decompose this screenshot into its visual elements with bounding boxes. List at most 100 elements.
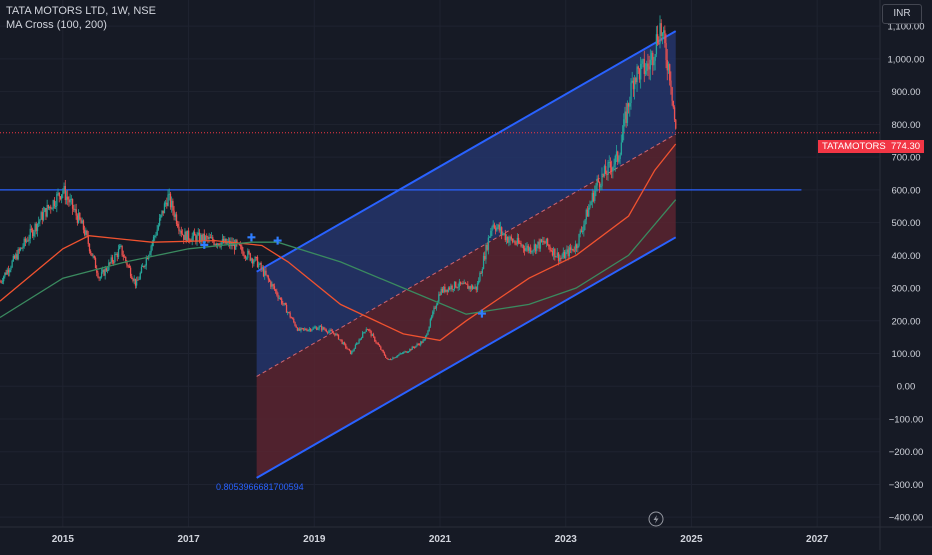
candle-body bbox=[319, 325, 322, 327]
candle-body bbox=[142, 265, 144, 267]
candle-body bbox=[450, 285, 452, 290]
candle-body bbox=[226, 242, 228, 244]
candle-body bbox=[6, 269, 8, 275]
candle-body bbox=[185, 231, 187, 242]
candle-body bbox=[266, 274, 268, 277]
currency-button[interactable]: INR bbox=[882, 4, 922, 24]
candle-body bbox=[496, 227, 498, 231]
candle-body bbox=[195, 235, 197, 242]
candle-body bbox=[129, 267, 132, 277]
candle-body bbox=[25, 240, 28, 242]
candle-body bbox=[45, 208, 47, 217]
candle-body bbox=[208, 237, 210, 240]
candle-body bbox=[539, 239, 542, 249]
candle-body bbox=[250, 258, 253, 261]
candle-body bbox=[353, 348, 355, 351]
candle-body bbox=[137, 279, 139, 281]
candle-body bbox=[584, 219, 586, 225]
x-tick-label: 2021 bbox=[429, 534, 452, 545]
candle-body bbox=[258, 264, 260, 268]
candle-body bbox=[30, 228, 33, 230]
candle-body bbox=[555, 256, 557, 258]
candle-body bbox=[597, 178, 600, 183]
x-tick-label: 2027 bbox=[806, 534, 829, 545]
candle-body bbox=[387, 358, 389, 360]
indicator-label[interactable]: MA Cross (100, 200) bbox=[6, 19, 107, 31]
candle-body bbox=[561, 257, 563, 259]
candle-body bbox=[528, 247, 531, 251]
candle-body bbox=[635, 77, 637, 83]
candle-body bbox=[46, 204, 48, 217]
candle-body bbox=[490, 230, 492, 237]
lightning-bolt-icon[interactable] bbox=[648, 511, 664, 527]
candle-body bbox=[428, 326, 430, 332]
candle-body bbox=[517, 237, 520, 243]
candle-body bbox=[418, 344, 421, 346]
candle-body bbox=[370, 331, 372, 336]
candle-body bbox=[32, 229, 34, 237]
candle-body bbox=[24, 238, 27, 242]
channel-ratio-label: 0.8053966681700594 bbox=[216, 482, 304, 492]
candle-body bbox=[652, 52, 654, 66]
candle-body bbox=[605, 166, 607, 174]
candle-body bbox=[329, 329, 331, 332]
candle-body bbox=[543, 240, 545, 243]
candle-body bbox=[592, 192, 595, 202]
candle-body bbox=[320, 325, 323, 330]
x-tick-label: 2017 bbox=[177, 534, 200, 545]
candle-body bbox=[256, 257, 259, 268]
candle-body bbox=[473, 287, 475, 289]
candle-body bbox=[12, 256, 14, 261]
candle-body bbox=[664, 30, 666, 44]
candle-body bbox=[82, 220, 85, 230]
candle-body bbox=[637, 66, 639, 69]
candle-body bbox=[479, 272, 481, 281]
candle-body bbox=[376, 342, 378, 344]
candle-body bbox=[326, 331, 329, 333]
price-tag-value: 774.30 bbox=[890, 141, 921, 152]
candle-body bbox=[197, 232, 199, 235]
candle-body bbox=[299, 328, 301, 331]
candle-body bbox=[0, 281, 1, 283]
candle-body bbox=[389, 359, 392, 361]
candle-body bbox=[244, 255, 247, 259]
candle-body bbox=[172, 200, 174, 211]
candle-body bbox=[10, 267, 12, 270]
candle-body bbox=[501, 227, 503, 234]
candle-body bbox=[405, 351, 407, 353]
candle-body bbox=[537, 241, 539, 245]
candle-body bbox=[162, 210, 164, 214]
candle-body bbox=[287, 312, 289, 314]
candle-body bbox=[458, 281, 461, 287]
candle-body bbox=[33, 232, 35, 237]
candle-body bbox=[27, 240, 29, 242]
candle-body bbox=[521, 245, 523, 247]
candle-body bbox=[451, 285, 453, 290]
candle-body bbox=[203, 233, 205, 242]
candle-body bbox=[400, 353, 403, 355]
candle-body bbox=[144, 265, 146, 267]
candle-body bbox=[578, 233, 580, 246]
candle-body bbox=[630, 82, 632, 104]
candle-body bbox=[241, 245, 243, 251]
candle-body bbox=[474, 286, 476, 288]
candle-body bbox=[372, 334, 375, 337]
candle-body bbox=[272, 284, 274, 287]
candle-body bbox=[498, 224, 500, 231]
candle-body bbox=[134, 278, 137, 286]
candle-body bbox=[284, 302, 286, 305]
candle-body bbox=[111, 257, 114, 262]
candle-body bbox=[556, 252, 558, 257]
candle-body bbox=[591, 192, 594, 202]
candle-body bbox=[313, 327, 315, 329]
candle-body bbox=[613, 164, 615, 168]
candle-body bbox=[261, 268, 264, 270]
candle-body bbox=[542, 240, 544, 243]
candle-body bbox=[409, 349, 411, 352]
candle-body bbox=[611, 167, 613, 172]
candle-body bbox=[545, 238, 548, 244]
candle-body bbox=[348, 349, 351, 351]
candle-body bbox=[278, 298, 280, 300]
